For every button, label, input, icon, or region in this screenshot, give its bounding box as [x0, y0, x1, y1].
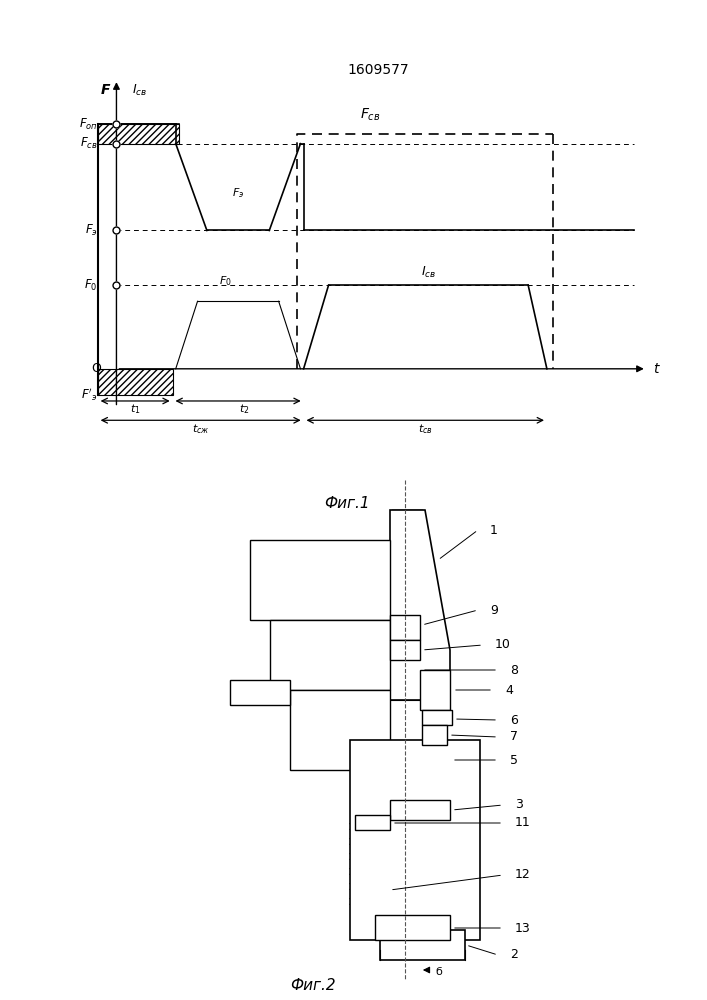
Bar	[390, 800, 450, 820]
Text: 2: 2	[510, 948, 518, 962]
Text: 6: 6	[510, 714, 518, 726]
Bar	[380, 930, 465, 960]
Text: $F_э$: $F_э$	[232, 187, 244, 200]
Bar	[290, 690, 390, 770]
Text: $t_{сж}$: $t_{сж}$	[192, 422, 209, 436]
Text: б: б	[435, 967, 442, 977]
Bar	[350, 740, 480, 940]
Text: $F_0$: $F_0$	[219, 275, 232, 288]
Text: 11: 11	[515, 816, 531, 830]
Text: $t_1$: $t_1$	[130, 403, 141, 416]
Text: 1609577: 1609577	[348, 63, 409, 77]
Text: 8: 8	[510, 664, 518, 676]
Bar	[390, 640, 420, 660]
Text: $F_{оп}$: $F_{оп}$	[79, 117, 98, 132]
Text: 5: 5	[510, 754, 518, 766]
Bar	[355, 815, 390, 830]
Text: 3: 3	[515, 798, 523, 812]
Text: $I_{cв}$: $I_{cв}$	[132, 83, 147, 98]
Text: $t_2$: $t_2$	[239, 403, 250, 416]
Text: $I_{cв}$: $I_{cв}$	[421, 265, 436, 280]
Text: 4: 4	[505, 684, 513, 696]
Polygon shape	[98, 369, 173, 395]
Text: 12: 12	[515, 868, 531, 882]
Bar	[420, 670, 450, 710]
Text: 1: 1	[490, 524, 498, 536]
Bar	[422, 725, 447, 745]
Text: F: F	[100, 83, 110, 97]
Text: $F_{cв}$: $F_{cв}$	[360, 106, 380, 123]
Bar	[270, 620, 390, 690]
Bar	[422, 710, 452, 725]
Text: t: t	[653, 362, 658, 376]
Bar	[250, 540, 390, 620]
Polygon shape	[390, 510, 450, 700]
Text: O: O	[91, 362, 101, 375]
Text: $F_э$: $F_э$	[85, 223, 98, 238]
Text: 13: 13	[515, 922, 531, 934]
Text: $F'_э$: $F'_э$	[81, 386, 98, 403]
Bar	[390, 615, 420, 640]
Text: 9: 9	[490, 603, 498, 616]
Text: Фиг.1: Фиг.1	[325, 496, 370, 511]
Text: 10: 10	[495, 639, 511, 652]
Polygon shape	[98, 124, 179, 144]
Text: Фиг.2: Фиг.2	[290, 978, 336, 992]
Bar	[230, 680, 290, 705]
Bar	[375, 915, 450, 940]
Text: 7: 7	[510, 730, 518, 744]
Text: $F_{cв}$: $F_{cв}$	[80, 136, 98, 151]
Text: $F_0$: $F_0$	[84, 278, 98, 293]
Text: $t_{cв}$: $t_{cв}$	[418, 422, 433, 436]
